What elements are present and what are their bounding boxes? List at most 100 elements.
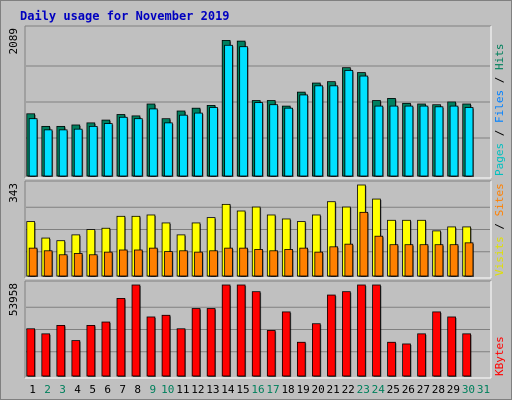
bar-sites-day-30 (464, 242, 474, 277)
bar-pages-day-20 (314, 85, 324, 177)
x-tick-label-day-31: 31 (477, 383, 490, 396)
bar-kbytes-day-24 (372, 284, 381, 377)
bar-kbytes-day-18 (281, 311, 291, 377)
bar-kbytes-day-16 (251, 291, 261, 377)
panel-kbytes: 53958 KBytes (7, 280, 506, 379)
bar-kbytes-day-7 (116, 298, 126, 377)
bar-kbytes-day-2 (41, 333, 51, 377)
bar-sites-day-7 (119, 249, 128, 277)
x-tick-label-day-7: 7 (119, 383, 126, 396)
x-tick-label-day-22: 22 (342, 383, 355, 396)
bar-kbytes-day-14 (221, 284, 231, 377)
bar-pages-day-4 (73, 128, 83, 177)
bar-pages-day-30 (464, 107, 474, 177)
bar-kbytes-day-9 (146, 316, 156, 377)
bar-kbytes-day-11 (176, 328, 186, 377)
bar-pages-day-13 (209, 107, 218, 177)
x-tick-label-day-25: 25 (387, 383, 400, 396)
x-tick-label-day-28: 28 (432, 383, 445, 396)
bar-kbytes-day-4 (71, 340, 81, 377)
x-tick-label-day-5: 5 (89, 383, 96, 396)
bar-pages-day-2 (43, 129, 53, 177)
bar-sites-day-13 (209, 250, 218, 277)
bar-pages-day-8 (134, 118, 143, 177)
bar-pages-day-27 (419, 105, 429, 177)
x-tick-label-day-13: 13 (206, 383, 219, 396)
x-tick-label-day-14: 14 (221, 383, 235, 396)
y-max-label: 343 (7, 183, 20, 203)
bar-kbytes-day-1 (26, 328, 36, 377)
y-max-label: 2089 (7, 28, 20, 55)
bar-kbytes-day-19 (296, 341, 306, 377)
bar-kbytes-day-21 (327, 294, 336, 377)
bar-sites-day-27 (419, 244, 429, 277)
bar-pages-day-22 (344, 70, 354, 177)
x-tick-label-day-20: 20 (312, 383, 325, 396)
bar-pages-day-3 (58, 129, 68, 177)
bar-pages-day-23 (359, 75, 369, 177)
bar-kbytes-day-30 (462, 333, 471, 377)
bar-pages-day-24 (374, 105, 384, 177)
bar-kbytes-day-13 (206, 308, 216, 377)
x-tick-label-day-16: 16 (251, 383, 264, 396)
bar-sites-day-19 (299, 247, 309, 277)
bar-pages-day-16 (254, 102, 263, 177)
bar-sites-day-10 (164, 251, 173, 277)
bar-sites-day-9 (149, 247, 158, 277)
bar-pages-day-17 (269, 104, 278, 177)
panel-pages-files-hits: 2089 Pages / Files / Hits (7, 25, 506, 179)
bar-sites-day-1 (28, 247, 38, 277)
bar-sites-day-29 (449, 244, 459, 277)
panel-legend: Visits / Sites (493, 183, 506, 276)
x-tick-label-day-11: 11 (176, 383, 189, 396)
x-tick-label-day-15: 15 (236, 383, 249, 396)
chart-title: Daily usage for November 2019 (20, 9, 230, 23)
bar-pages-day-5 (88, 125, 98, 177)
bar-sites-day-20 (314, 251, 324, 277)
legend-separator: / (493, 70, 506, 90)
bar-kbytes-day-6 (101, 321, 111, 377)
panel-legend: Pages / Files / Hits (493, 44, 506, 177)
x-tick-label-day-3: 3 (59, 383, 66, 396)
bar-sites-day-11 (179, 250, 188, 277)
x-tick-label-day-4: 4 (74, 383, 81, 396)
x-tick-label-day-8: 8 (134, 383, 141, 396)
legend-files: Files (493, 90, 506, 123)
bar-sites-day-28 (434, 244, 444, 277)
bar-kbytes-day-3 (56, 325, 66, 377)
bar-sites-day-26 (404, 244, 414, 277)
bar-kbytes-day-5 (86, 325, 96, 377)
x-tick-label-day-18: 18 (281, 383, 294, 396)
legend-separator: / (493, 123, 506, 143)
x-tick-label-day-21: 21 (327, 383, 340, 396)
bar-sites-day-2 (43, 250, 53, 277)
bar-pages-day-26 (404, 105, 414, 177)
bar-sites-day-4 (73, 253, 83, 277)
x-tick-label-day-10: 10 (161, 383, 174, 396)
x-tick-label-day-2: 2 (44, 383, 51, 396)
x-tick-label-day-6: 6 (104, 383, 111, 396)
bar-sites-day-5 (88, 254, 98, 277)
x-tick-label-day-29: 29 (447, 383, 460, 396)
x-tick-label-day-1: 1 (29, 383, 36, 396)
bar-pages-day-19 (299, 94, 309, 177)
bar-sites-day-25 (389, 244, 399, 277)
x-tick-label-day-24: 24 (372, 383, 386, 396)
bar-sites-day-21 (329, 246, 339, 277)
bar-sites-day-18 (284, 249, 293, 277)
bar-pages-day-9 (149, 108, 158, 177)
bar-kbytes-day-10 (161, 314, 171, 377)
y-max-label: 53958 (7, 283, 20, 316)
bar-kbytes-day-20 (312, 323, 321, 377)
x-tick-label-day-26: 26 (402, 383, 415, 396)
x-tick-label-day-23: 23 (357, 383, 370, 396)
bar-pages-day-28 (434, 106, 444, 177)
legend-pages: Pages (493, 143, 506, 176)
bar-sites-day-3 (58, 254, 68, 277)
bar-pages-day-7 (119, 116, 128, 177)
bar-pages-day-29 (449, 105, 459, 177)
bar-sites-day-22 (344, 243, 354, 277)
bar-sites-day-23 (359, 211, 369, 277)
bar-kbytes-day-26 (402, 343, 411, 377)
